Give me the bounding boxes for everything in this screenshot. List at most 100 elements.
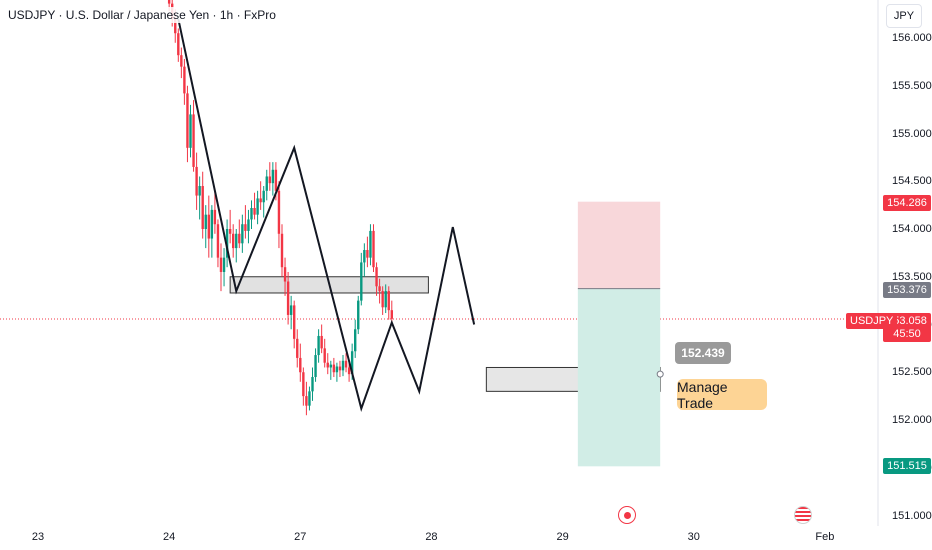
candle-body	[204, 214, 207, 229]
y-tick-label: 155.000	[892, 127, 932, 140]
candle-body	[378, 286, 381, 292]
candle-body	[390, 310, 393, 319]
candle-body	[219, 257, 223, 272]
candle-body	[357, 300, 360, 330]
candle-body	[262, 190, 265, 203]
x-tick-label: 27	[294, 531, 307, 543]
target-handle	[656, 370, 664, 378]
candle-body	[384, 291, 387, 308]
candle-body	[302, 372, 305, 397]
y-tick-label: 153.500	[892, 270, 932, 283]
candle-body	[222, 257, 226, 272]
candle-body	[177, 33, 180, 56]
candle-body	[180, 55, 183, 67]
candle-body	[265, 176, 268, 191]
stop-loss-zone	[577, 201, 661, 289]
x-tick-label: 30	[687, 531, 700, 543]
manage-trade-button[interactable]: Manage Trade	[677, 379, 767, 411]
candle-body	[350, 351, 354, 375]
candle-body	[320, 335, 323, 349]
target-price-badge: 151.515	[883, 458, 931, 474]
candle-body	[189, 114, 192, 148]
x-tick-label: 28	[425, 531, 438, 543]
candle-body	[201, 186, 204, 229]
candle-body	[296, 338, 299, 358]
candle-body	[256, 198, 259, 215]
candle-body	[335, 366, 339, 373]
candle-body	[323, 348, 326, 363]
x-tick-label: Feb	[815, 531, 835, 543]
us-flag-icon[interactable]	[794, 506, 812, 524]
candle-body	[329, 364, 332, 368]
candle-body	[238, 233, 241, 244]
candle-body	[235, 233, 238, 249]
candle-body	[369, 230, 372, 258]
candle-body	[311, 377, 314, 392]
y-tick-label: 152.500	[892, 366, 932, 379]
candle-body	[354, 329, 357, 352]
candle-body	[210, 209, 214, 239]
candle-body	[299, 357, 302, 373]
candle-body	[283, 267, 287, 282]
currency-selector[interactable]: JPY	[886, 4, 922, 28]
y-tick-label: 152.000	[892, 414, 932, 426]
candle-body	[244, 224, 247, 231]
candle-body	[174, 18, 177, 34]
candle-body	[268, 176, 271, 184]
candle-body	[314, 355, 317, 378]
candle-body	[207, 214, 210, 239]
candle-body	[216, 224, 220, 258]
candle-body	[228, 229, 232, 234]
y-tick-label: 154.500	[892, 175, 932, 188]
candle-body	[293, 305, 296, 339]
candle-body	[372, 230, 375, 268]
x-tick-label: 23	[31, 531, 45, 543]
candle-body	[253, 207, 256, 215]
candle-body	[250, 207, 253, 220]
pattern-line	[177, 18, 476, 412]
candle-body	[271, 169, 275, 184]
entry-price-badge: 153.376	[883, 282, 931, 298]
y-tick-label: 156.000	[892, 32, 932, 44]
candle-body	[213, 209, 217, 225]
candle-body	[167, 0, 171, 4]
candle-body	[375, 267, 378, 287]
y-tick-label: 155.500	[892, 79, 932, 92]
candle-body	[344, 360, 348, 368]
candle-body	[192, 114, 195, 167]
y-tick-label: 151.000	[892, 509, 932, 522]
chart-title: USDJPY · U.S. Dollar / Japanese Yen · 1h…	[6, 7, 278, 23]
candle-body	[363, 250, 366, 263]
candle-body	[274, 169, 278, 191]
candle-body	[280, 233, 284, 268]
symbol-badge: USDJPY	[846, 313, 898, 329]
crosshair-price-label: 152.439	[675, 342, 731, 364]
candle-body	[241, 224, 244, 244]
countdown-badge: 45:50	[883, 326, 931, 342]
candle-body	[347, 367, 351, 375]
candle-body	[247, 219, 250, 231]
x-tick-label: 24	[163, 531, 176, 543]
candle-body	[366, 250, 369, 258]
candle-body	[286, 281, 290, 315]
candle-body	[195, 166, 198, 196]
candle-body	[259, 198, 262, 203]
candle-body	[308, 391, 311, 406]
y-tick-label: 154.000	[892, 223, 932, 235]
candle-body	[317, 335, 320, 356]
candle-body	[381, 291, 384, 308]
candle-body	[332, 364, 336, 373]
stop-price-badge: 154.286	[883, 195, 931, 211]
candle-body	[326, 362, 329, 368]
take-profit-zone	[577, 288, 661, 467]
candle-body	[232, 233, 235, 249]
candle-body	[277, 190, 281, 234]
jp-flag-icon[interactable]	[618, 506, 636, 524]
candle-body	[305, 396, 308, 406]
candle-body	[360, 262, 363, 301]
candle-body	[341, 360, 345, 371]
candle-body	[289, 305, 293, 315]
candle-body	[338, 366, 342, 371]
candle-body	[186, 93, 189, 148]
